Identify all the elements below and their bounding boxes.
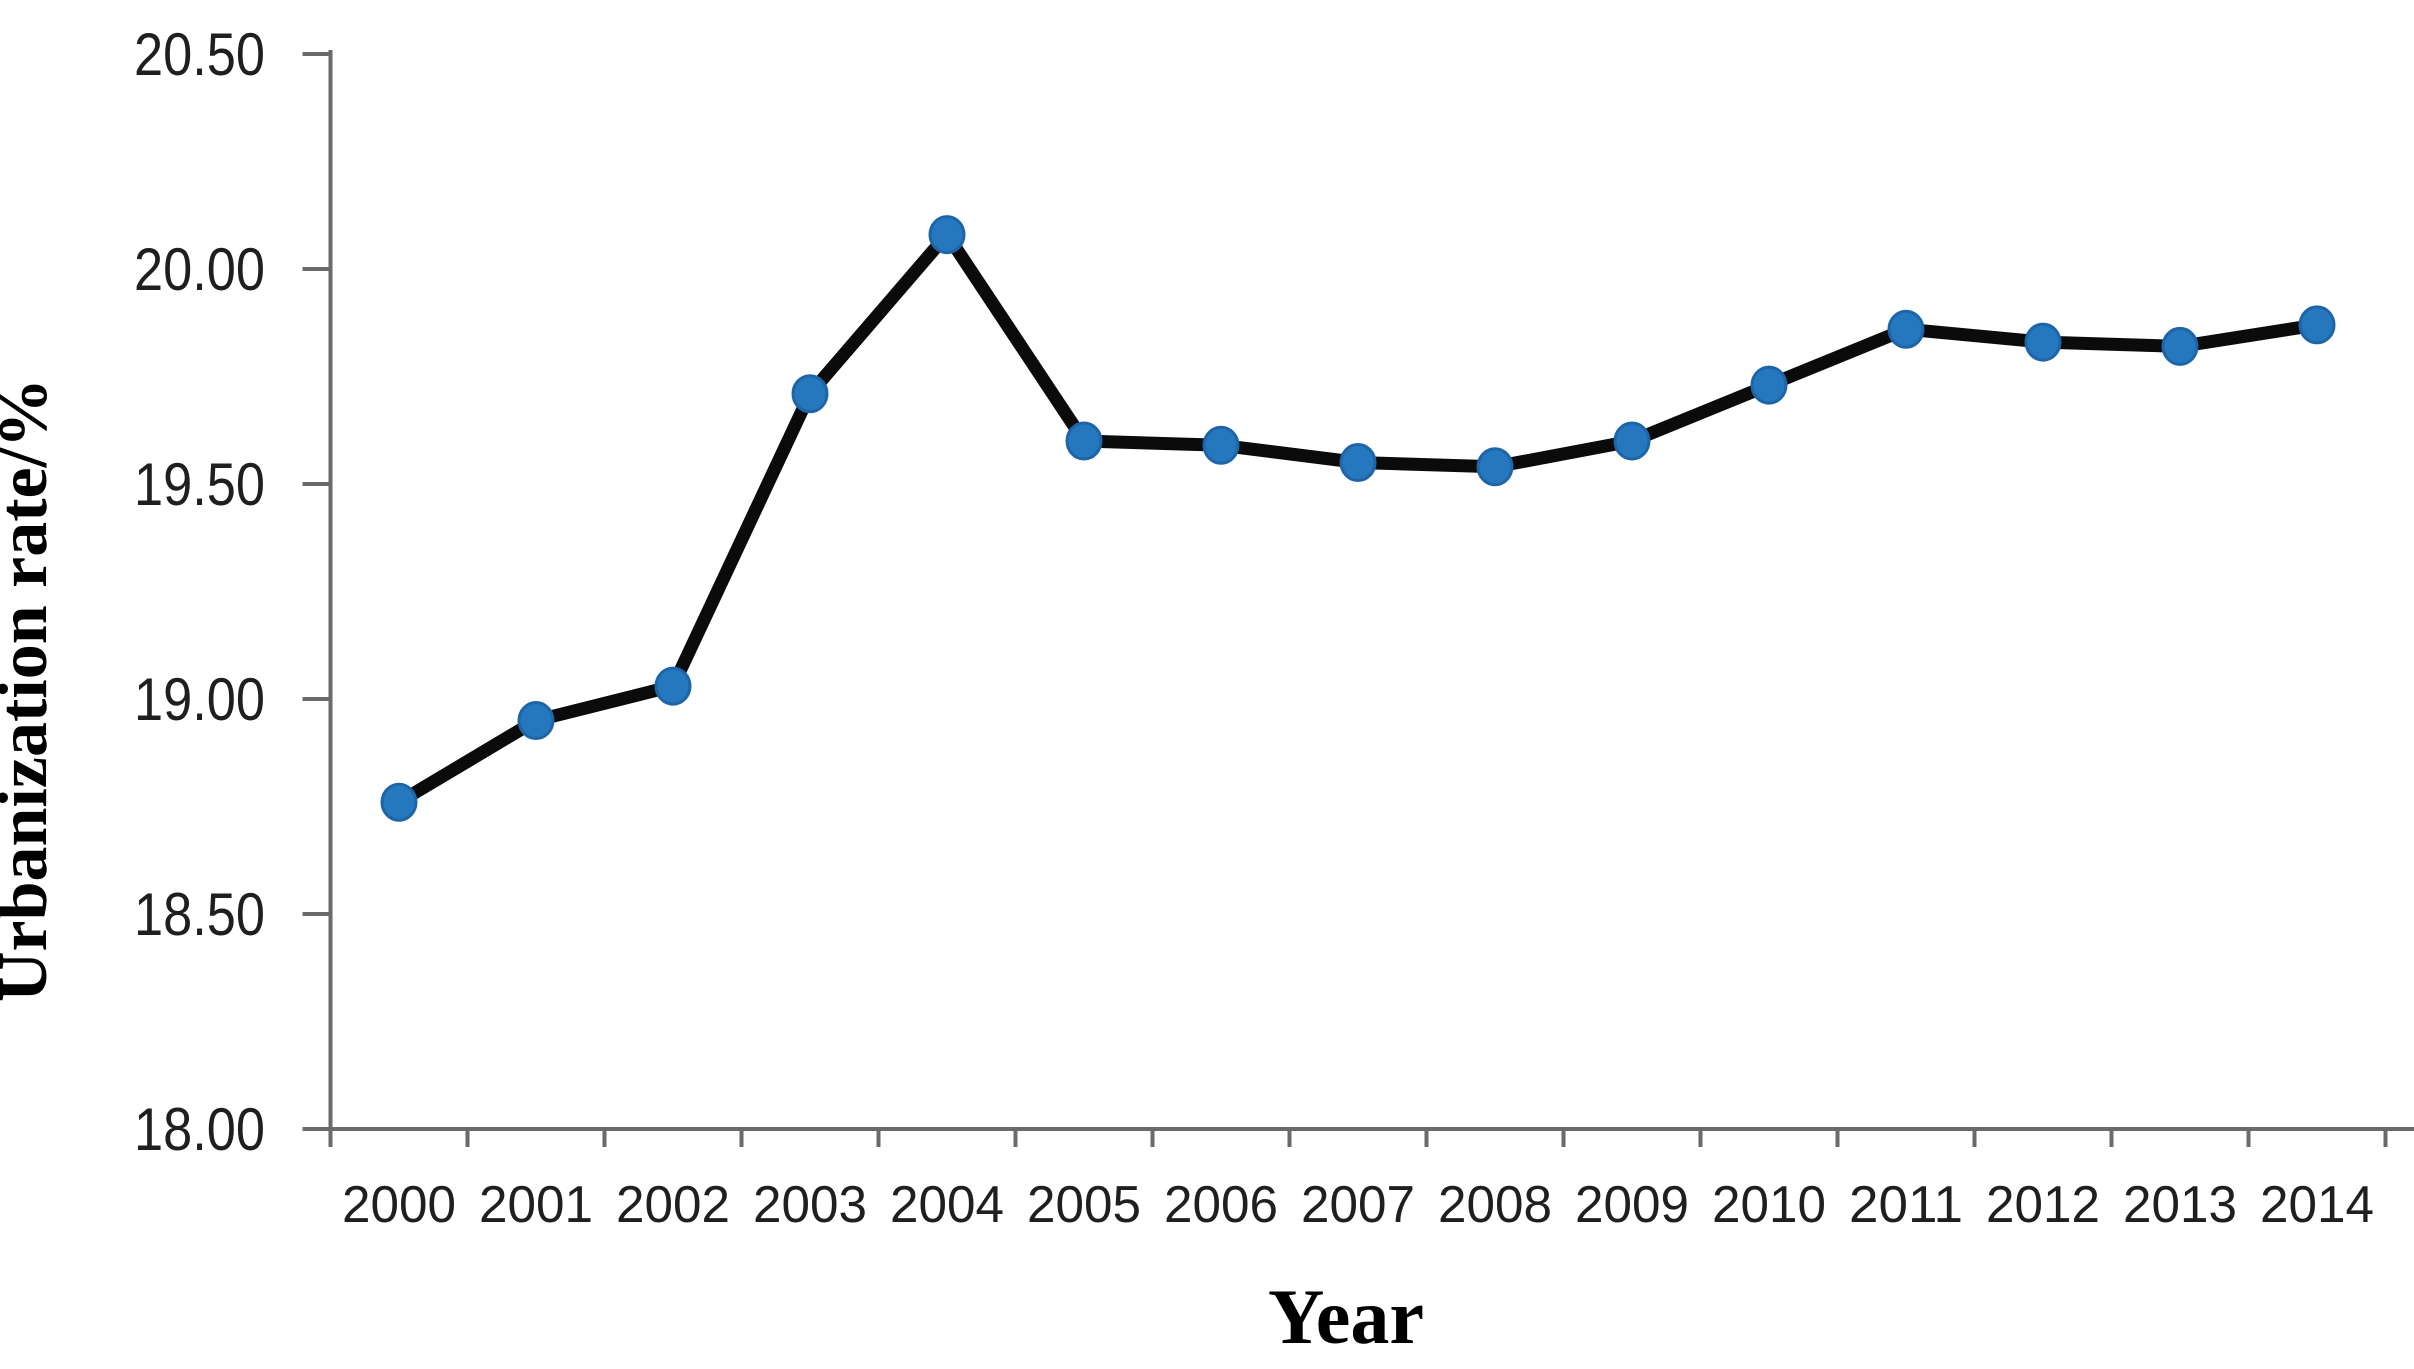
y-tick-label: 18.50: [134, 881, 265, 948]
x-axis-ticks: 2000 2001 2002 2003 2004 2005 2006 2007 2008 2009…: [328, 1129, 2388, 1234]
data-point: [517, 701, 555, 740]
x-tick-label: 2003: [753, 1176, 867, 1234]
x-tick-label: 2007: [1301, 1176, 1415, 1234]
x-tick-label: 2000: [342, 1176, 456, 1234]
data-point: [928, 215, 966, 255]
data-point: [791, 374, 829, 414]
x-tick-label: 2010: [1712, 1176, 1826, 1234]
data-point: [1750, 365, 1788, 405]
data-point: [380, 782, 418, 822]
x-tick-label: 2002: [616, 1176, 730, 1234]
data-point: [2161, 326, 2199, 366]
x-tick-label: 2008: [1438, 1176, 1552, 1234]
x-axis-title: Year: [1268, 1273, 1424, 1360]
data-series: [380, 215, 2336, 822]
y-tick-label: 19.00: [134, 666, 265, 733]
data-point: [1339, 443, 1377, 482]
data-point: [654, 666, 692, 706]
y-tick-label: 18.00: [134, 1096, 265, 1163]
y-axis-title: Urbanization rate/%: [0, 378, 62, 1002]
data-point: [1613, 421, 1651, 461]
x-tick-label: 2001: [479, 1176, 593, 1234]
data-point: [1887, 309, 1925, 349]
x-tick-label: 2012: [1986, 1176, 2100, 1234]
y-tick-label: 20.00: [134, 236, 265, 303]
x-tick-label: 2009: [1575, 1176, 1689, 1234]
x-tick-label: 2011: [1849, 1176, 1963, 1234]
data-point: [2298, 305, 2336, 345]
data-point: [1065, 421, 1103, 461]
x-tick-label: 2014: [2260, 1176, 2374, 1234]
series-line: [392, 228, 2324, 809]
data-point: [1476, 447, 1514, 487]
x-tick-label: 2005: [1027, 1176, 1141, 1234]
y-tick-label: 19.50: [134, 451, 265, 518]
axes: [328, 50, 2414, 1131]
y-axis-ticks: 18.00 18.50 19.00 19.50 20.00 20.50: [134, 21, 331, 1163]
x-tick-label: 2004: [890, 1176, 1004, 1234]
x-tick-label: 2006: [1164, 1176, 1278, 1234]
data-point: [2024, 322, 2062, 362]
data-point: [1202, 425, 1240, 465]
x-tick-label: 2013: [2123, 1176, 2237, 1234]
y-tick-label: 20.50: [134, 21, 265, 88]
